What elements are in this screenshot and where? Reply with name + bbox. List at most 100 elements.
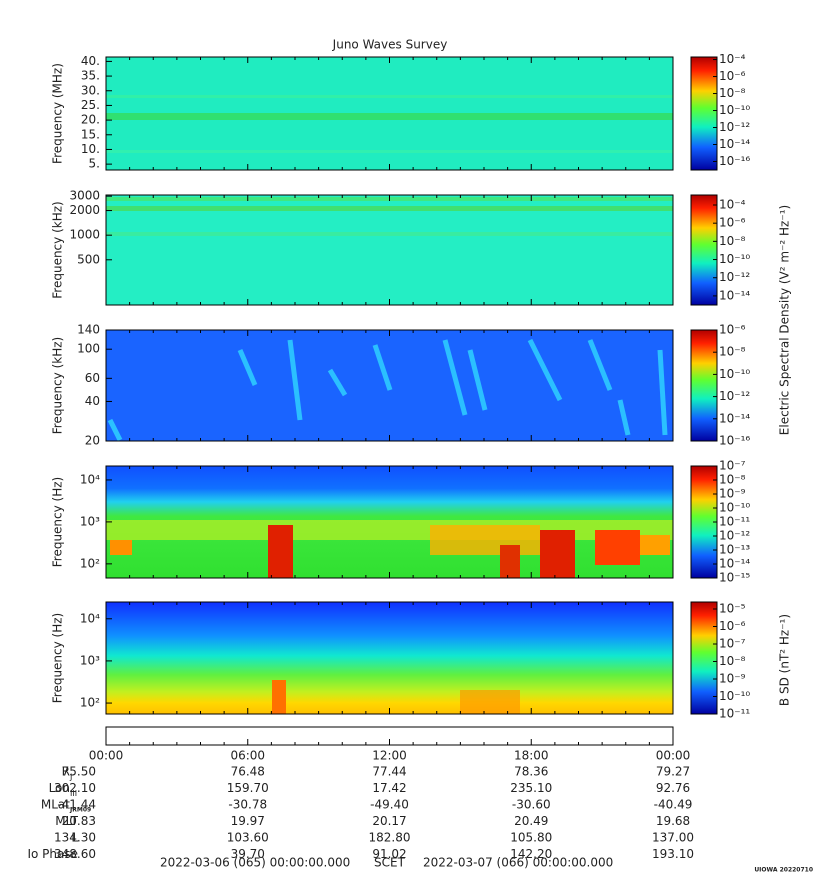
- colorbar-tick-label: 10⁻⁸: [719, 86, 746, 100]
- colorbar: [690, 465, 718, 579]
- colorbar-label: B SD (nT² Hz⁻¹): [778, 614, 792, 706]
- y-tick-label: 60: [85, 371, 100, 385]
- colorbar-tick-label: 10⁻⁸: [719, 234, 746, 248]
- colorbar-tick-label: 10⁻¹⁴: [719, 137, 750, 151]
- footer-start: 2022-03-06 (065) 00:00:00.000: [160, 856, 350, 870]
- colorbar-tick-label: 10⁻¹⁰: [719, 689, 750, 703]
- ephemeris-value: 302.10: [54, 781, 96, 795]
- y-tick-label: 100: [77, 342, 100, 356]
- y-tick-label: 10³: [80, 653, 100, 667]
- ephemeris-value: 79.27: [656, 765, 690, 779]
- ephemeris-value: 20.83: [62, 814, 96, 828]
- ephemeris-label: L: [71, 831, 78, 845]
- colorbar-tick-label: 10⁻⁸: [719, 473, 746, 487]
- ephemeris-sub: III: [70, 789, 77, 798]
- colorbar-tick-label: 10⁻¹⁴: [719, 288, 750, 302]
- y-tick-label: 40: [85, 394, 100, 408]
- colorbar-tick-label: 10⁻⁶: [719, 323, 746, 337]
- colorbar-tick-label: 10⁻¹⁰: [719, 367, 750, 381]
- ephemeris-value: 77.44: [372, 765, 406, 779]
- y-tick-label: 35.: [81, 69, 100, 83]
- y-tick-label: 1000: [69, 228, 100, 242]
- ephemeris-value: 17.42: [372, 781, 406, 795]
- colorbar-tick-label: 10⁻⁶: [719, 216, 746, 230]
- ephemeris-value: -41.44: [57, 798, 96, 812]
- colorbar-tick-label: 10⁻¹²: [719, 529, 750, 543]
- ephemeris-value: 103.60: [227, 831, 269, 845]
- streaks: [107, 338, 668, 442]
- colorbar-tick-label: 10⁻¹⁴: [719, 557, 750, 571]
- colorbar-tick-label: 10⁻⁹: [719, 672, 746, 686]
- colorbar-tick-label: 10⁻⁴: [719, 52, 746, 66]
- spectrogram: [106, 195, 673, 305]
- y-tick-label: 15.: [81, 127, 100, 141]
- ephemeris-value: 39.70: [231, 847, 265, 861]
- title: Juno Waves Survey: [332, 38, 448, 52]
- footer-label: SCET: [374, 856, 406, 870]
- colorbar-tick-label: 10⁻¹³: [719, 543, 750, 557]
- ephemeris-value: 134.30: [54, 831, 96, 845]
- ephemeris-value: -40.49: [654, 798, 693, 812]
- emission: [272, 680, 286, 714]
- ephemeris-value: 19.97: [231, 814, 265, 828]
- ephemeris-label: MLat: [41, 798, 70, 812]
- ephemeris-label: R: [62, 765, 70, 779]
- ephemeris-value: 91.02: [372, 847, 406, 861]
- y-tick-label: 30.: [81, 83, 100, 97]
- colorbar-tick-label: 10⁻¹⁰: [719, 501, 750, 515]
- y-tick-label: 140: [77, 323, 100, 337]
- band: [106, 232, 673, 236]
- y-axis-label: Frequency (Hz): [51, 477, 65, 568]
- ephemeris-label: MLT: [55, 814, 78, 828]
- y-tick-label: 3000: [69, 189, 100, 203]
- y-tick-label: 20.: [81, 113, 100, 127]
- ephemeris-value: 348.60: [54, 847, 96, 861]
- time-tick-label: 00:00: [656, 749, 691, 763]
- colorbar: [690, 601, 718, 715]
- y-axis-label: Frequency (kHz): [51, 201, 65, 298]
- colorbar: [690, 56, 718, 171]
- colorbar-tick-label: 10⁻⁷: [719, 459, 746, 473]
- stamp: UIOWA 20220710: [754, 867, 813, 874]
- emission: [106, 520, 673, 578]
- spectrograms: [106, 57, 673, 714]
- ephemeris-value: 76.48: [231, 765, 265, 779]
- y-axis-label: Frequency (MHz): [51, 63, 65, 164]
- ephemeris-value: 137.00: [652, 831, 694, 845]
- colorbar-tick-label: 10⁻⁹: [719, 487, 746, 501]
- colorbar-tick-label: 10⁻¹⁶: [719, 154, 750, 168]
- emission: [460, 690, 520, 714]
- colorbar-tick-label: 10⁻¹⁰: [719, 252, 750, 266]
- colorbar-tick-label: 10⁻⁶: [719, 69, 746, 83]
- colorbar-tick-label: 10⁻⁶: [719, 619, 746, 633]
- y-tick-label: 10⁴: [80, 472, 100, 486]
- ephemeris-value: 235.10: [510, 781, 552, 795]
- colorbar-tick-label: 10⁻¹⁴: [719, 411, 750, 425]
- colorbar-tick-label: 10⁻¹²: [719, 389, 750, 403]
- ephemeris-value: 142.20: [510, 847, 552, 861]
- ephemeris-value: 20.17: [372, 814, 406, 828]
- footer-end: 2022-03-07 (066) 00:00:00.000: [423, 856, 613, 870]
- y-tick-label: 25.: [81, 98, 100, 112]
- y-tick-label: 20: [85, 434, 100, 448]
- y-tick-label: 10.: [81, 142, 100, 156]
- ephemeris-value: 19.68: [656, 814, 690, 828]
- time-tick-label: 18:00: [514, 749, 549, 763]
- y-tick-label: 2000: [69, 203, 100, 217]
- ephemeris-value: 159.70: [227, 781, 269, 795]
- y-tick-label: 40.: [81, 54, 100, 68]
- ephemeris-sub: J: [69, 773, 72, 782]
- band: [106, 150, 673, 153]
- ephemeris-value: 105.80: [510, 831, 552, 845]
- ephemeris-value: -30.60: [512, 798, 551, 812]
- ephemeris-label: Lon: [49, 781, 70, 795]
- y-tick-label: 5.: [89, 157, 100, 171]
- time-tick-label: 12:00: [372, 749, 407, 763]
- colorbar-tick-label: 10⁻¹⁶: [719, 434, 750, 448]
- colorbar-tick-label: 10⁻⁸: [719, 345, 746, 359]
- band: [106, 206, 673, 211]
- colorbar-tick-label: 10⁻⁷: [719, 637, 746, 651]
- colorbar-tick-label: 10⁻¹⁵: [719, 571, 750, 585]
- colorbar-tick-label: 10⁻¹²: [719, 120, 750, 134]
- time-tick-label: 06:00: [230, 749, 265, 763]
